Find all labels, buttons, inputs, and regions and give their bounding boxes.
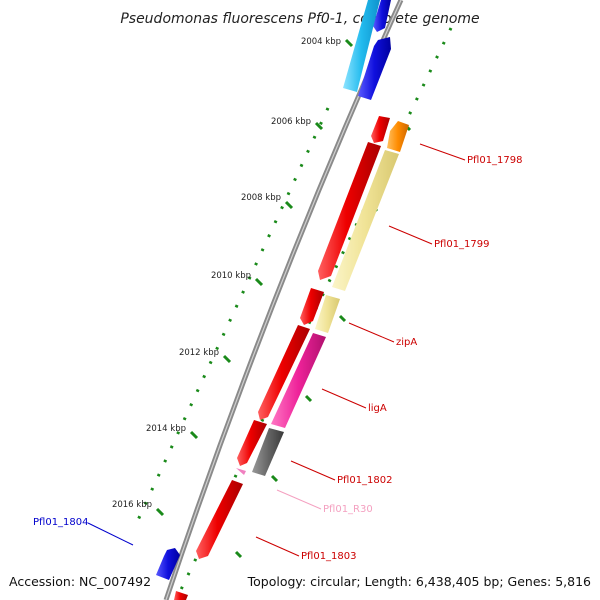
gene-arrow-magenta-liga[interactable] <box>271 333 326 428</box>
gene-arrow-blue-small[interactable] <box>156 548 180 580</box>
gene-arrow-orange[interactable] <box>387 121 409 152</box>
gene-arrow-red-2[interactable] <box>318 142 381 280</box>
accession-text: Accession: NC_007492 <box>9 574 151 589</box>
gene-arrow-red-1[interactable] <box>371 116 390 143</box>
tick-label-2004: 2004 kbp <box>301 37 341 47</box>
gene-arrow-cyan[interactable] <box>343 0 380 92</box>
gene-label-pfl01-1804[interactable]: Pfl01_1804 <box>33 517 89 528</box>
gene-arrow-red-6[interactable] <box>196 480 243 559</box>
inner-tick-ring <box>136 107 330 521</box>
tick-label-2012: 2012 kbp <box>179 348 219 358</box>
gene-arrow-yellow-zipa[interactable] <box>315 295 340 333</box>
gene-arrow-blue[interactable] <box>358 37 391 100</box>
gene-arrow-blue-top[interactable] <box>373 0 391 32</box>
gene-label-liga[interactable]: ligA <box>368 403 387 414</box>
gene-arrow-yellow-1799[interactable] <box>332 150 399 291</box>
gene-arrow-grey-1802[interactable] <box>252 428 284 476</box>
kbp-ticks <box>155 38 354 517</box>
gene-arrow-red-5[interactable] <box>237 420 267 466</box>
gene-label-pfl01-1802[interactable]: Pfl01_1802 <box>337 475 393 486</box>
gene-label-pfl01-1803[interactable]: Pfl01_1803 <box>301 551 357 562</box>
gene-label-pfl01-1798[interactable]: Pfl01_1798 <box>467 155 523 166</box>
tick-label-2016: 2016 kbp <box>112 500 152 510</box>
gene-label-pfl01-r30[interactable]: Pfl01_R30 <box>323 504 373 515</box>
leader-lines <box>87 143 466 557</box>
tick-label-2008: 2008 kbp <box>241 193 281 203</box>
gene-arrow-red-7[interactable] <box>174 591 188 600</box>
map-title: Pseudomonas fluorescens Pf0-1, complete … <box>120 11 479 27</box>
gene-arrow-red-4[interactable] <box>258 325 310 420</box>
tick-label-2006: 2006 kbp <box>271 117 311 127</box>
gene-label-zipa[interactable]: zipA <box>396 337 417 348</box>
gene-arrow-pink-r30[interactable] <box>236 468 246 475</box>
tick-label-2014: 2014 kbp <box>146 424 186 434</box>
tick-label-2010: 2010 kbp <box>211 271 251 281</box>
genome-summary-text: Topology: circular; Length: 6,438,405 bp… <box>247 574 591 589</box>
gene-label-pfl01-1799[interactable]: Pfl01_1799 <box>434 239 490 250</box>
gene-arrow-red-3[interactable] <box>300 288 324 325</box>
